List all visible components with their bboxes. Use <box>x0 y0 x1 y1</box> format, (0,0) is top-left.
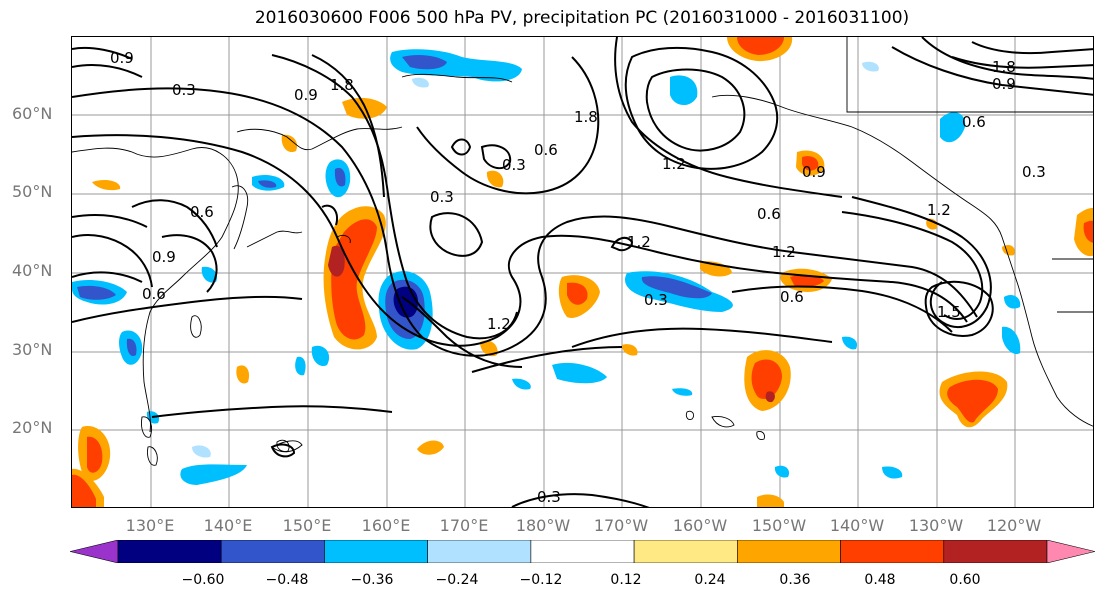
colorbar-segment <box>633 540 738 563</box>
colorbar-tick: −0.12 <box>519 572 563 588</box>
contour-label: 0.3 <box>502 156 526 174</box>
contour-label: 0.3 <box>537 488 561 506</box>
contour-label: 0.9 <box>152 248 176 266</box>
lon-label: 170°W <box>593 516 649 535</box>
colorbar-tick: 0.36 <box>779 572 811 588</box>
colorbar-segment <box>530 540 635 563</box>
contour-label: 0.3 <box>430 188 454 206</box>
colorbar-segment <box>943 540 1048 563</box>
lon-label: 160°W <box>672 516 728 535</box>
colorbar-tick: −0.60 <box>181 572 225 588</box>
contour-label: 1.8 <box>330 76 354 94</box>
map-canvas: 0.9 0.3 1.8 0.9 0.6 0.3 0.6 0.3 1.8 1.2 … <box>72 37 1093 507</box>
map-panel: 0.9 0.3 1.8 0.9 0.6 0.3 0.6 0.3 1.8 1.2 … <box>71 36 1094 508</box>
contour-label: 1.2 <box>927 201 951 219</box>
coastlines <box>72 37 1093 466</box>
contour-label: 0.6 <box>534 141 558 159</box>
colorbar-segment <box>840 540 945 563</box>
lon-label: 120°W <box>986 516 1042 535</box>
contour-labels: 0.9 0.3 1.8 0.9 0.6 0.3 0.6 0.3 1.8 1.2 … <box>110 49 1046 506</box>
contour-label: 0.3 <box>1022 163 1046 181</box>
colorbar-segment <box>737 540 841 563</box>
lon-label: 170°E <box>439 516 489 535</box>
contour-label: 1.2 <box>662 155 686 173</box>
lon-label: 140°W <box>829 516 885 535</box>
contour-label: 0.6 <box>190 203 214 221</box>
colorbar-tick: −0.36 <box>350 572 394 588</box>
contour-label: 0.9 <box>294 86 318 104</box>
lat-label: 40°N <box>12 261 53 280</box>
contour-label: 0.6 <box>757 205 781 223</box>
colorbar <box>70 540 1095 563</box>
contour-label: 0.9 <box>992 75 1016 93</box>
contour-label: 1.8 <box>992 58 1016 76</box>
colorbar-tick: 0.48 <box>864 572 896 588</box>
precip-negative-shading <box>72 49 1021 485</box>
map-title: 2016030600 F006 500 hPa PV, precipitatio… <box>254 8 910 28</box>
colorbar-extend-high <box>1046 540 1095 563</box>
colorbar-tick: 0.60 <box>949 572 981 588</box>
lat-label: 60°N <box>12 104 53 123</box>
contour-label: 0.9 <box>802 163 826 181</box>
contour-label: 0.3 <box>644 291 668 309</box>
colorbar-tick: −0.48 <box>265 572 309 588</box>
lon-label: 130°E <box>125 516 175 535</box>
colorbar-segment <box>427 540 532 563</box>
pv-contours <box>72 37 1093 507</box>
colorbar-tick: −0.24 <box>435 572 479 588</box>
contour-label: 1.5 <box>937 303 961 321</box>
contour-label: 0.6 <box>780 288 804 306</box>
contour-label: 0.9 <box>110 49 134 67</box>
colorbar-segment <box>324 540 428 563</box>
contour-label: 1.2 <box>627 233 651 251</box>
contour-label: 0.6 <box>142 285 166 303</box>
lon-label: 130°W <box>908 516 964 535</box>
contour-label: 1.2 <box>487 315 511 333</box>
lon-label: 160°E <box>361 516 411 535</box>
lat-label: 50°N <box>12 182 53 201</box>
lon-label: 140°E <box>203 516 253 535</box>
colorbar-tick: 0.24 <box>694 572 726 588</box>
lat-label: 30°N <box>12 340 53 359</box>
contour-label: 1.8 <box>574 108 598 126</box>
lon-label: 180°W <box>515 516 571 535</box>
colorbar-segment <box>117 540 222 563</box>
colorbar-tick: 0.12 <box>610 572 642 588</box>
contour-label: 1.2 <box>772 243 796 261</box>
colorbar-extend-low <box>70 540 119 563</box>
colorbar-segment <box>220 540 325 563</box>
contour-label: 0.6 <box>962 113 986 131</box>
contour-label: 0.3 <box>172 81 196 99</box>
lat-label: 20°N <box>12 418 53 437</box>
lon-label: 150°E <box>282 516 332 535</box>
lon-label: 150°W <box>751 516 807 535</box>
